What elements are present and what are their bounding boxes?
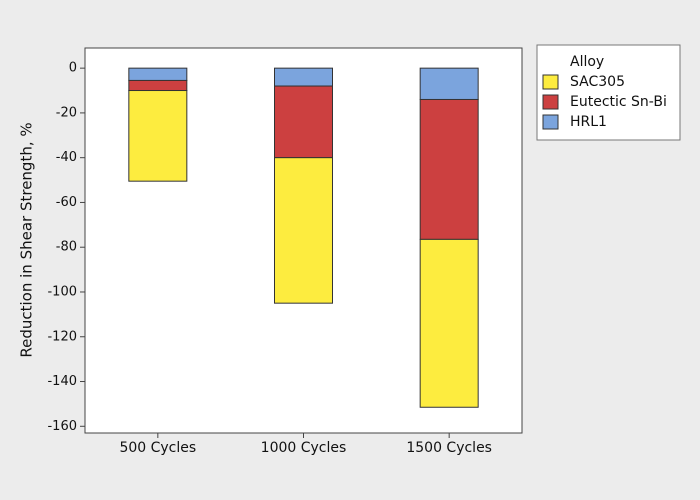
bar-segment xyxy=(128,67,188,81)
y-tick-label: -160 xyxy=(47,419,77,434)
legend-label: HRL1 xyxy=(570,114,607,130)
legend-title: Alloy xyxy=(570,54,604,70)
x-tick-label: 1000 Cycles xyxy=(261,440,347,456)
bar-segment xyxy=(128,90,188,182)
legend xyxy=(536,44,681,141)
y-tick-label: -100 xyxy=(47,284,77,299)
legend-label: SAC305 xyxy=(570,74,625,90)
bar-segment xyxy=(419,98,479,240)
bar-segment xyxy=(274,157,333,304)
legend-swatch xyxy=(542,94,559,110)
y-tick-label: 0 xyxy=(69,61,77,76)
x-tick-label: 1500 Cycles xyxy=(406,440,492,456)
bar-segment xyxy=(419,238,479,408)
y-tick-label: -120 xyxy=(47,329,77,344)
y-tick-label: -20 xyxy=(56,105,77,120)
bar-segment xyxy=(419,67,479,100)
bar-segment xyxy=(128,79,188,92)
legend-swatch xyxy=(542,114,559,130)
y-tick-label: -80 xyxy=(56,240,77,255)
y-tick-label: -140 xyxy=(47,374,77,389)
x-tick-label: 500 Cycles xyxy=(119,440,196,456)
bar-segment xyxy=(274,67,333,87)
y-tick-label: -60 xyxy=(56,195,77,210)
y-axis-label: Reduction in Shear Strength, % xyxy=(18,122,36,357)
y-tick-label: -40 xyxy=(56,150,77,165)
legend-swatch xyxy=(542,74,559,90)
bar-segment xyxy=(274,85,333,159)
legend-label: Eutectic Sn-Bi xyxy=(570,94,667,110)
